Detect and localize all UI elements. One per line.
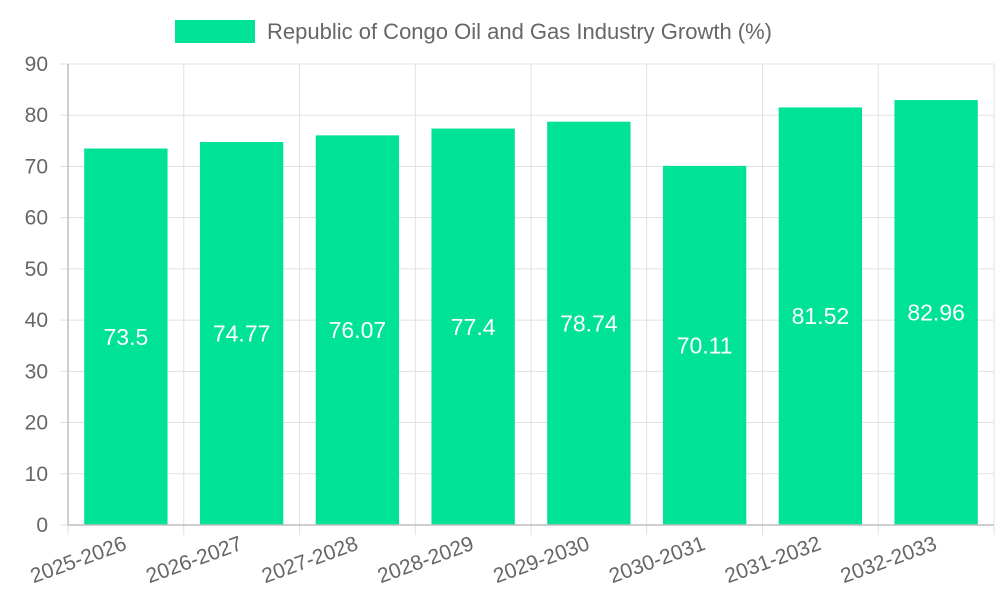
y-tick-label: 30 xyxy=(25,360,48,383)
bar[interactable] xyxy=(431,128,515,526)
bar-data-label: 70.11 xyxy=(677,332,733,358)
bar[interactable] xyxy=(662,165,747,526)
x-tick-label: 2031-2032 xyxy=(722,532,824,588)
y-tick-label: 70 xyxy=(25,155,48,178)
x-tick-label: 2029-2030 xyxy=(490,532,592,588)
y-tick-label: 0 xyxy=(36,514,48,537)
bar[interactable] xyxy=(894,100,978,525)
x-tick-label: 2028-2029 xyxy=(375,532,477,588)
axes xyxy=(67,64,994,526)
bar[interactable] xyxy=(547,121,631,526)
x-axis-ticks: 2025-2026 2026-2027 2027-2028 2028-2029 2029… xyxy=(27,532,939,588)
bar-data-labels: 73.5 74.77 76.07 77.4 78.74 70.11 81.52 82.96 xyxy=(103,300,964,359)
bar-data-label: 78.74 xyxy=(560,310,618,336)
legend[interactable]: Republic of Congo Oil and Gas Industry G… xyxy=(175,19,772,44)
bar[interactable] xyxy=(778,107,863,525)
bar[interactable] xyxy=(315,135,400,526)
bar-data-label: 77.4 xyxy=(451,314,496,340)
y-tick-label: 90 xyxy=(25,53,48,76)
y-tick-label: 80 xyxy=(25,104,48,127)
y-tick-label: 50 xyxy=(25,258,48,281)
bar[interactable] xyxy=(199,142,284,525)
x-tick-label: 2026-2027 xyxy=(143,532,245,588)
y-tick-label: 60 xyxy=(25,207,48,230)
y-tick-label: 10 xyxy=(25,463,48,486)
bar-data-label: 82.96 xyxy=(907,300,965,326)
x-tick-label: 2030-2031 xyxy=(606,532,708,588)
legend-label: Republic of Congo Oil and Gas Industry G… xyxy=(267,19,772,44)
bar-data-label: 81.52 xyxy=(792,303,850,329)
bars xyxy=(84,100,978,526)
legend-swatch xyxy=(175,20,255,43)
y-tick-label: 20 xyxy=(25,412,48,435)
x-tick-label: 2025-2026 xyxy=(27,532,129,588)
y-tick-label: 40 xyxy=(25,309,48,332)
bar[interactable] xyxy=(84,148,168,525)
bar-data-label: 76.07 xyxy=(329,317,387,343)
bar-data-label: 74.77 xyxy=(213,321,271,347)
y-axis-ticks: 0 10 20 30 40 50 60 70 80 90 xyxy=(25,53,68,537)
x-tick-label: 2032-2033 xyxy=(838,532,940,588)
x-tick-label: 2027-2028 xyxy=(259,532,361,588)
bar-data-label: 73.5 xyxy=(103,324,148,350)
